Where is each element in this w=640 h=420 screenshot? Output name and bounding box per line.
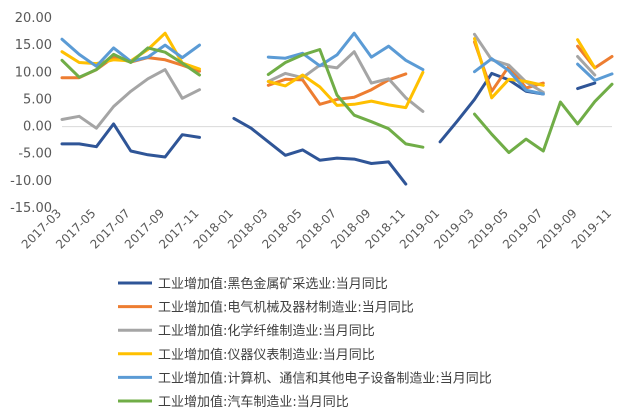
x-axis: 2017-032017-052017-072017-092017-112018-…	[19, 206, 614, 251]
legend-label: 工业增加值:仪器仪表制造业:当月同比	[158, 347, 375, 363]
legend: 工业增加值:黑色金属矿采选业:当月同比工业增加值:电气机械及器材制造业:当月同比…	[118, 276, 492, 410]
series-line-3	[60, 32, 597, 130]
y-axis: 20.00 15.00 10.00 5.00 0.00 -5.00 -10.00 -15.00	[10, 11, 52, 216]
y-tick-label: 5.00	[23, 92, 52, 107]
series-line-6	[60, 46, 614, 155]
legend-label: 工业增加值:化学纤维制造业:当月同比	[158, 323, 375, 339]
y-tick-label: -5.00	[18, 147, 52, 162]
series-lines	[60, 31, 614, 186]
series-line-1	[60, 71, 597, 186]
y-tick-label: -15.00	[10, 201, 52, 216]
y-tick-label: 0.00	[23, 120, 52, 135]
legend-label: 工业增加值:黑色金属矿采选业:当月同比	[158, 276, 388, 292]
legend-label: 工业增加值:汽车制造业:当月同比	[158, 394, 349, 410]
y-tick-label: 20.00	[15, 11, 52, 26]
y-tick-label: 15.00	[15, 38, 52, 53]
y-tick-label: -10.00	[10, 174, 52, 189]
legend-label: 工业增加值:计算机、通信和其他电子设备制造业:当月同比	[158, 370, 492, 386]
legend-label: 工业增加值:电气机械及器材制造业:当月同比	[158, 300, 414, 316]
y-tick-label: 10.00	[15, 65, 52, 80]
